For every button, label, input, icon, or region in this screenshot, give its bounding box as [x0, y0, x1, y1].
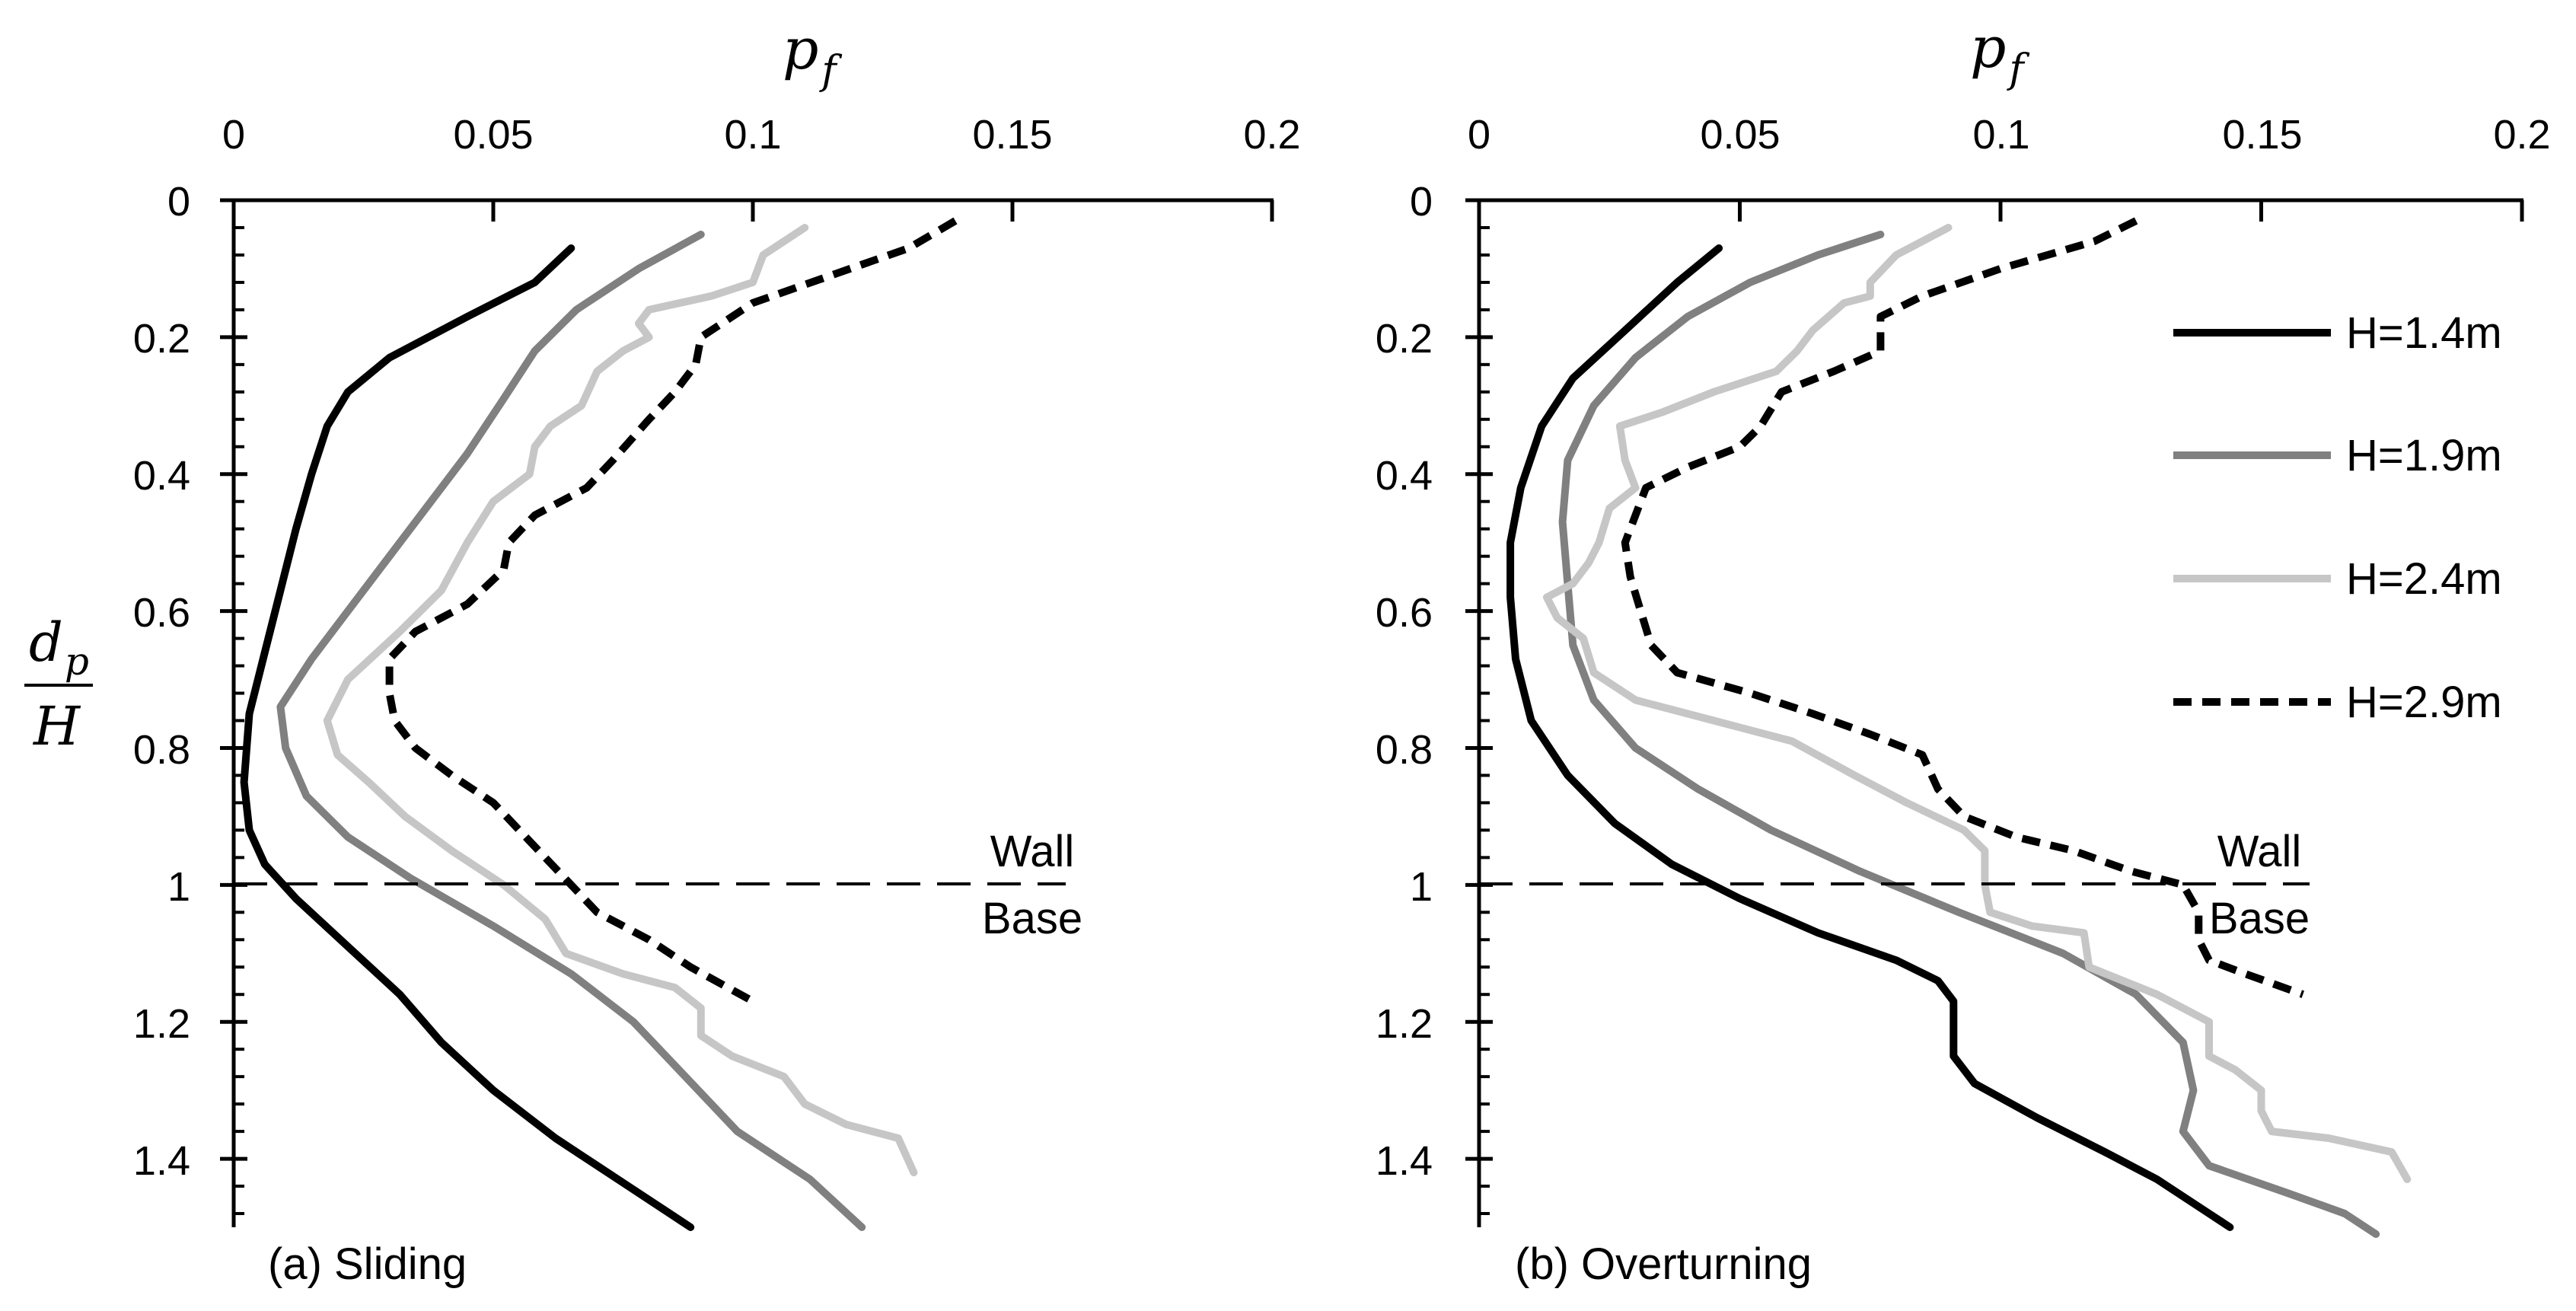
y-tick-label: 0.8 [133, 727, 190, 773]
y-tick-label: 1.4 [1376, 1138, 1433, 1184]
svg-text:dp: dp [29, 611, 89, 684]
legend-item: H=2.9m [2173, 678, 2502, 727]
legend-label: H=2.4m [2346, 554, 2502, 604]
y-tick-label: 0.6 [1376, 590, 1433, 636]
axes [1465, 198, 2524, 1227]
legend: H=1.4m H=1.9m H=2.4m H=2.9m [2173, 308, 2502, 727]
y-tick-label: 1.4 [133, 1138, 190, 1184]
y-tick-label: 0.2 [1376, 316, 1433, 362]
x-tick-label: 0.15 [972, 112, 1052, 158]
y-tick-label: 0.6 [133, 590, 190, 636]
x-tick-label: 0.1 [1972, 112, 2029, 158]
y-tick-label: 0.4 [1376, 453, 1433, 499]
y-tick-label: 0.8 [1376, 727, 1433, 773]
y-axis-title: dp H [24, 611, 93, 758]
svg-text:H: H [32, 695, 81, 758]
x-tick-label: 0.15 [2222, 112, 2302, 158]
series-line-h-1-9m [276, 231, 866, 1231]
x-tick-label: 0 [1468, 112, 1490, 158]
legend-label: H=1.4m [2346, 308, 2502, 358]
x-tick-label: 0.2 [2493, 112, 2550, 158]
legend-item: H=1.4m [2173, 308, 2502, 358]
series-layer [240, 217, 958, 1231]
legend-label: H=1.9m [2346, 431, 2502, 480]
x-tick-label: 0.1 [724, 112, 781, 158]
x-tick-label: 0.05 [1700, 112, 1780, 158]
wall-label: Wall [990, 827, 1075, 876]
y-tick-label: 0 [167, 179, 190, 225]
y-tick-label: 1.2 [133, 1001, 190, 1047]
x-tick-label: 0.05 [453, 112, 533, 158]
x-tick-labels: 0 0.05 0.1 0.15 0.2 [1468, 112, 2551, 158]
legend-item: H=2.4m [2173, 554, 2502, 604]
x-tick-label: 0.2 [1243, 112, 1300, 158]
x-axis-title: pf [783, 17, 842, 94]
y-tick-label: 1.2 [1376, 1001, 1433, 1047]
series-line-h-1-4m [1506, 244, 2234, 1231]
y-tick-labels: 0 0.2 0.4 0.6 0.8 1 1.2 1.4 [133, 179, 190, 1184]
panel-overturning: 0 0.05 0.1 0.15 0.2 0 0.2 0.4 0.6 0.8 1 … [1376, 15, 2551, 1289]
x-tick-label: 0 [222, 112, 245, 158]
base-label: Base [2209, 894, 2310, 943]
base-label: Base [982, 894, 1082, 943]
panel-sliding: 0 0.05 0.1 0.15 0.2 0 0.2 0.4 0.6 0.8 1 … [24, 17, 1301, 1289]
y-tick-label: 0 [1410, 179, 1433, 225]
wall-label: Wall [2217, 827, 2302, 876]
panel-caption: (a) Sliding [268, 1239, 467, 1289]
y-tick-label: 1 [1410, 864, 1433, 910]
series-layer [1506, 217, 2412, 1238]
axes [220, 198, 1274, 1227]
x-tick-labels: 0 0.05 0.1 0.15 0.2 [222, 112, 1301, 158]
y-tick-labels: 0 0.2 0.4 0.6 0.8 1 1.2 1.4 [1376, 179, 1433, 1184]
series-line-h-2-9m [385, 217, 958, 1005]
legend-item: H=1.9m [2173, 431, 2502, 480]
panel-caption: (b) Overturning [1515, 1239, 1812, 1289]
legend-label: H=2.9m [2346, 678, 2502, 727]
series-line-h-1-9m [1558, 231, 2380, 1238]
series-line-h-2-9m [1621, 217, 2304, 998]
y-tick-label: 1 [167, 864, 190, 910]
y-tick-label: 0.4 [133, 453, 190, 499]
series-line-h-2-4m [323, 224, 918, 1177]
y-tick-label: 0.2 [133, 316, 190, 362]
series-line-h-2-4m [1543, 224, 2412, 1183]
